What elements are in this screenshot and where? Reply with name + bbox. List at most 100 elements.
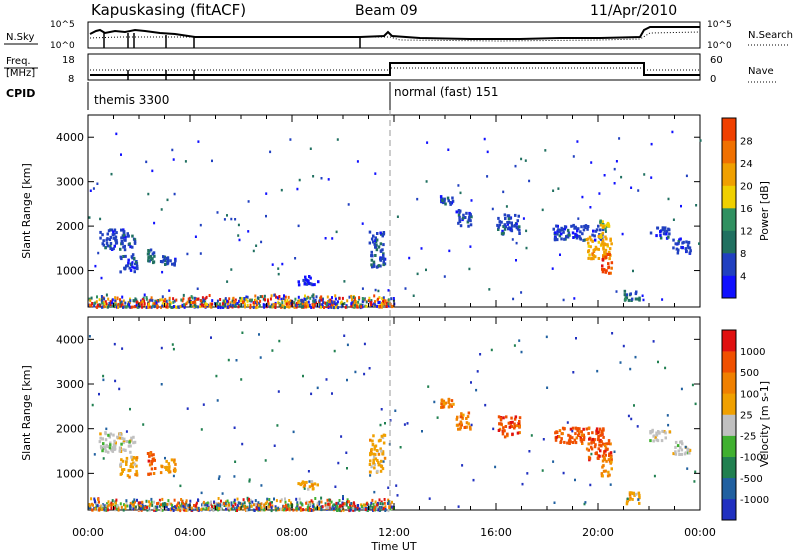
noise-cell	[680, 204, 682, 208]
noise-cell	[346, 378, 348, 382]
data-cell	[447, 397, 451, 401]
noise-cell	[562, 298, 565, 302]
noise-cell	[233, 507, 236, 511]
noise-cell	[234, 460, 237, 463]
noise-cell	[320, 500, 323, 504]
noise-cell	[97, 497, 99, 501]
noise-cell	[320, 305, 323, 309]
noise-cell	[289, 299, 292, 303]
noise-cell	[338, 499, 341, 502]
data-cell	[370, 258, 374, 262]
noise-cell	[366, 509, 369, 512]
noise-cell	[153, 221, 156, 225]
data-cell	[513, 422, 516, 426]
noise-cell	[261, 295, 264, 299]
noise-cell	[221, 305, 224, 309]
noise-cell	[461, 464, 464, 467]
noise-cell	[219, 302, 222, 306]
data-cell	[460, 423, 463, 427]
noise-cell	[379, 502, 382, 506]
noise-cell	[171, 148, 174, 152]
noise-cell	[237, 223, 240, 227]
noise-cell	[115, 132, 118, 136]
data-cell	[382, 260, 385, 264]
data-cell	[574, 235, 577, 239]
data-cell	[638, 496, 641, 500]
data-cell	[129, 444, 132, 448]
data-cell	[374, 457, 378, 461]
noise-cell	[164, 297, 167, 301]
data-cell	[135, 472, 139, 476]
data-cell	[577, 432, 581, 435]
noise-cell	[196, 287, 199, 290]
data-cell	[651, 430, 654, 434]
noise-cell	[545, 335, 548, 339]
noise-cell	[276, 508, 279, 512]
colorbar-tick: 28	[740, 137, 753, 148]
noise-cell	[193, 504, 195, 507]
data-cell	[517, 422, 520, 425]
noise-cell	[632, 269, 634, 273]
noise-cell	[315, 506, 318, 510]
data-cell	[601, 474, 604, 478]
noise-cell	[94, 500, 96, 504]
noise-cell	[380, 502, 383, 506]
noise-cell	[353, 303, 356, 307]
noise-cell	[160, 305, 162, 309]
noise-cell	[199, 252, 202, 255]
noise-cell	[387, 486, 390, 489]
data-cell	[310, 480, 314, 484]
data-cell	[608, 459, 612, 463]
data-cell	[450, 404, 453, 408]
data-cell	[578, 430, 582, 434]
noise-cell	[347, 506, 350, 510]
noise-cell	[91, 403, 94, 407]
data-cell	[502, 426, 505, 430]
data-cell	[131, 458, 134, 462]
data-cell	[661, 227, 664, 231]
data-cell	[590, 257, 593, 261]
noise-cell	[219, 298, 222, 301]
noise-cell	[278, 339, 281, 343]
noise-cell	[168, 289, 171, 292]
noise-cell	[193, 300, 196, 304]
data-cell	[571, 441, 575, 444]
noise-cell	[266, 500, 269, 504]
cpid-row: CPID themis 3300 normal (fast) 151	[6, 82, 498, 110]
noise-cell	[216, 399, 219, 402]
noise-cell	[350, 302, 353, 306]
data-cell	[656, 439, 660, 443]
data-cell	[470, 215, 473, 219]
data-cell	[668, 232, 671, 236]
noise-cell	[166, 304, 169, 308]
noise-cell	[263, 506, 266, 510]
noise-cell	[653, 474, 656, 478]
data-cell	[674, 242, 677, 246]
noise-cell	[366, 506, 369, 510]
data-cell	[311, 283, 314, 287]
noise-cell	[387, 502, 390, 505]
data-cell	[604, 449, 607, 453]
noise-cell	[287, 301, 290, 305]
noise-cell	[425, 180, 428, 183]
noise-cell	[221, 492, 224, 495]
data-cell	[677, 248, 680, 252]
noise-cell	[273, 497, 275, 501]
data-cell	[443, 199, 446, 203]
noise-cell	[105, 427, 108, 431]
data-cell	[458, 211, 461, 214]
noise-cell	[129, 297, 131, 301]
noise-cell	[324, 504, 327, 508]
data-cell	[497, 216, 500, 220]
noise-cell	[373, 508, 376, 512]
data-cell	[497, 429, 501, 432]
data-cell	[299, 482, 302, 486]
noise-cell	[339, 504, 341, 508]
noise-cell	[667, 423, 670, 427]
noise-cell	[140, 300, 143, 304]
data-cell	[457, 221, 460, 225]
data-cell	[608, 253, 611, 256]
colorbar-swatch	[722, 253, 736, 276]
data-cell	[469, 219, 472, 223]
data-cell	[582, 438, 585, 442]
